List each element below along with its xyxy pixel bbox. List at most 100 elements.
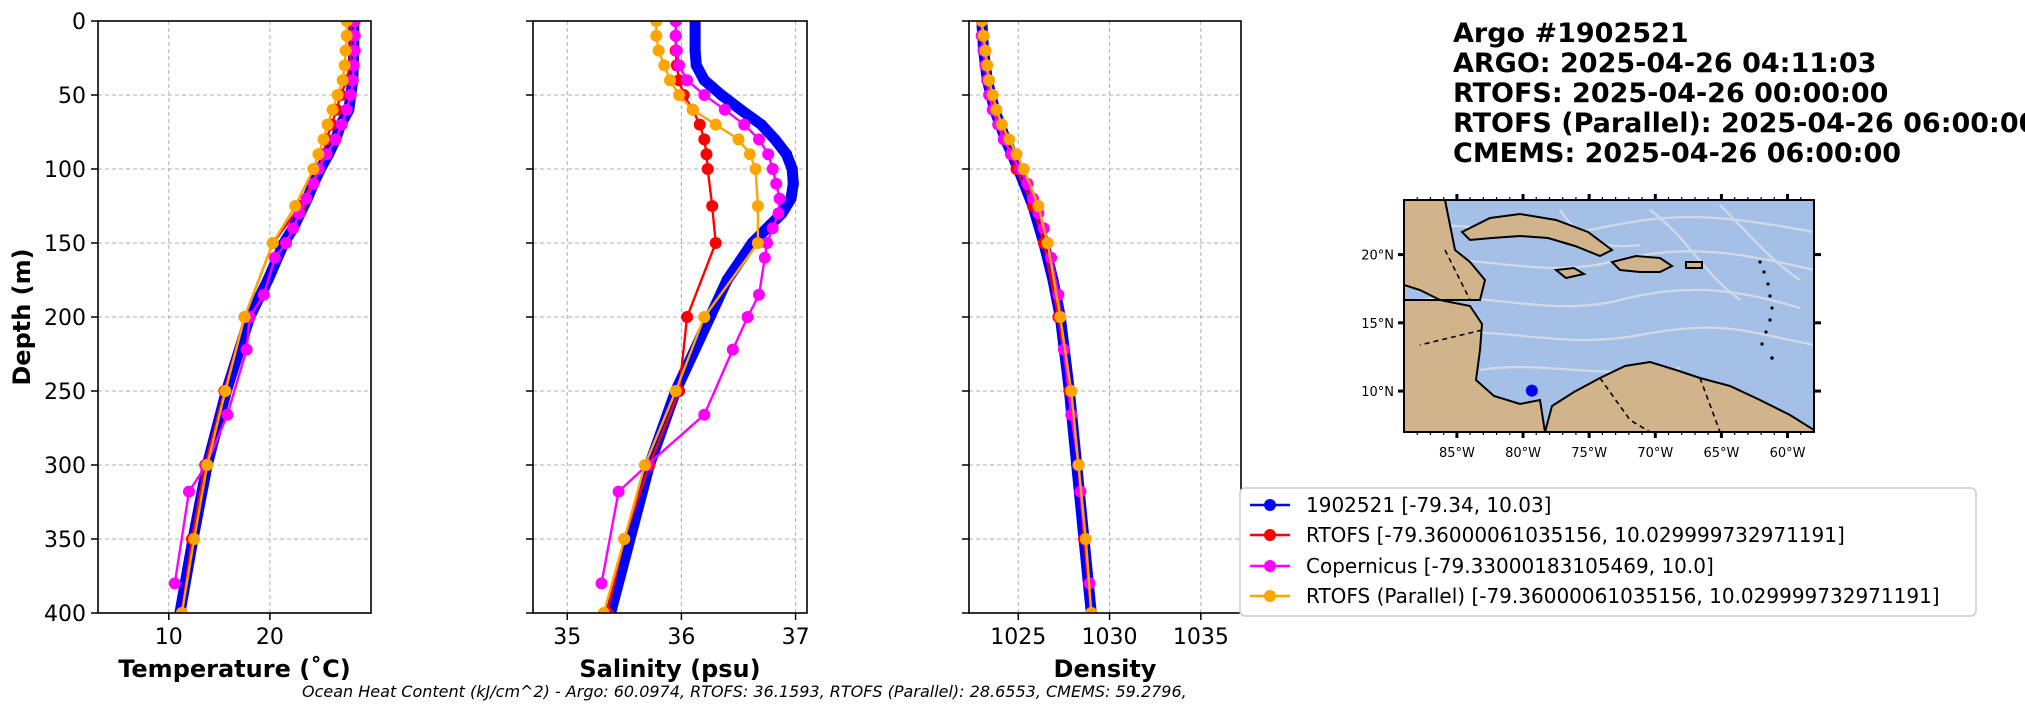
- data-point-copernicus: [287, 222, 300, 235]
- map-borders: [1419, 249, 1721, 432]
- data-point-rtofs-parallel: [1003, 133, 1016, 146]
- data-point-rtofs-parallel: [201, 459, 214, 471]
- data-point-rtofs-parallel: [1010, 148, 1023, 161]
- data-point-rtofs-parallel: [1085, 607, 1098, 613]
- data-point-rtofs-parallel: [339, 44, 352, 57]
- data-point-copernicus: [669, 29, 682, 42]
- data-point-copernicus: [753, 133, 765, 146]
- map-lon-label: 65°W: [1703, 446, 1739, 461]
- map-lat-label: 20°N: [1361, 249, 1394, 264]
- salinity-grid: [533, 20, 807, 614]
- map-lon-label: 70°W: [1637, 446, 1673, 461]
- y-tick-label: 200: [44, 306, 86, 331]
- data-point-rtofs-parallel: [995, 118, 1008, 131]
- data-point-copernicus: [698, 89, 711, 101]
- data-point-rtofs-parallel: [981, 59, 994, 72]
- float-position-marker: [1525, 384, 1538, 397]
- temperature-xlabel: Temperature (˚C): [118, 655, 351, 683]
- data-point-copernicus: [595, 577, 608, 590]
- x-tick-label: 36: [667, 625, 695, 650]
- data-point-argo: [785, 193, 797, 205]
- data-point-copernicus: [300, 192, 313, 205]
- data-point-rtofs-parallel: [990, 103, 1003, 116]
- data-point-rtofs-parallel: [312, 148, 325, 161]
- data-point-copernicus: [221, 408, 234, 421]
- y-tick-label: 400: [44, 602, 86, 627]
- data-point-rtofs-parallel: [664, 74, 676, 87]
- data-point-copernicus: [168, 577, 181, 590]
- data-point-copernicus: [770, 177, 783, 190]
- data-point-rtofs-parallel: [652, 44, 665, 57]
- temperature-series: [168, 21, 361, 613]
- map-lon-label: 80°W: [1505, 446, 1541, 461]
- density-ticks: 1025 1030 1035: [962, 20, 1229, 650]
- data-point-rtofs-parallel: [238, 311, 251, 323]
- data-point-copernicus: [766, 163, 779, 175]
- x-tick-label: 1035: [1173, 625, 1229, 650]
- data-point-rtofs-parallel: [336, 74, 349, 87]
- map-land-jamaica: [1553, 266, 1587, 280]
- legend-label-copernicus: Copernicus [-79.33000183105469, 10.0]: [1306, 554, 1714, 578]
- map-land: [1404, 200, 1814, 432]
- legend: 1902521 [-79.34, 10.03] RTOFS [-79.36000…: [1239, 487, 1977, 617]
- data-point-copernicus: [758, 251, 771, 264]
- map-lon-label: 85°W: [1439, 446, 1475, 461]
- data-point-argo: [755, 119, 767, 131]
- series-argo: [605, 21, 799, 613]
- data-point-copernicus: [612, 485, 625, 498]
- salinity-xlabel: Salinity (psu): [579, 655, 760, 683]
- data-point-copernicus: [726, 343, 739, 356]
- title-line-argo-time: ARGO: 2025-04-26 04:11:03: [1453, 48, 1876, 79]
- map-antilles: [1758, 260, 1774, 360]
- data-point-copernicus: [766, 222, 779, 235]
- data-point-rtofs-parallel: [175, 607, 188, 613]
- x-tick-label: 10: [155, 625, 183, 650]
- legend-label-argo: 1902521 [-79.34, 10.03]: [1306, 493, 1551, 517]
- data-point-copernicus: [669, 21, 682, 27]
- data-point-argo: [787, 178, 799, 190]
- data-point-copernicus: [762, 148, 775, 161]
- data-point-copernicus: [240, 343, 253, 356]
- data-point-rtofs: [681, 311, 694, 323]
- density-series: [975, 21, 1098, 613]
- data-point-rtofs: [700, 148, 713, 161]
- data-point-rtofs-parallel: [732, 133, 745, 146]
- data-point-rtofs-parallel: [977, 29, 990, 42]
- location-map: 85°W 80°W 75°W 70°W 65°W 60°W 20°N 15°N 10°N: [1361, 194, 1821, 461]
- series-copernicus: [595, 21, 786, 590]
- series-rtofs-parallel: [175, 21, 353, 613]
- y-tick-label: 150: [44, 232, 86, 257]
- data-point-copernicus: [741, 311, 754, 323]
- x-tick-label: 35: [553, 625, 581, 650]
- data-point-rtofs-parallel: [1054, 311, 1067, 323]
- data-point-argo: [715, 89, 727, 101]
- map-land-central-america: [1404, 299, 1547, 432]
- data-point-rtofs-parallel: [340, 29, 353, 42]
- data-point-rtofs-parallel: [650, 29, 663, 42]
- data-point-rtofs-parallel: [673, 89, 686, 101]
- data-point-copernicus: [340, 103, 353, 116]
- data-point-copernicus: [344, 89, 357, 101]
- legend-entry-copernicus: Copernicus [-79.33000183105469, 10.0]: [1250, 554, 1714, 578]
- data-point-argo: [781, 148, 792, 160]
- data-point-rtofs-parallel: [1065, 385, 1078, 397]
- map-frame: [1403, 199, 1815, 433]
- data-point-argo: [769, 133, 781, 145]
- title-block: Argo #1902521 ARGO: 2025-04-26 04:11:03 …: [1453, 18, 2025, 169]
- depth-ylabel: Depth (m): [8, 248, 36, 385]
- data-point-argo: [786, 163, 798, 175]
- title-line-argo-id: Argo #1902521: [1453, 18, 1689, 49]
- series-rtofs-parallel: [975, 21, 1098, 613]
- x-tick-label: 1030: [1082, 625, 1138, 650]
- data-point-copernicus: [335, 118, 348, 131]
- salinity-series: [595, 21, 799, 613]
- data-point-rtofs-parallel: [983, 74, 996, 87]
- data-point-copernicus: [670, 44, 683, 57]
- data-point-rtofs-parallel: [331, 89, 344, 101]
- series-rtofs-parallel: [597, 21, 764, 613]
- data-point-rtofs: [698, 133, 711, 146]
- density-xlabel: Density: [1054, 655, 1157, 683]
- map-land-yucatan: [1404, 200, 1487, 301]
- data-point-argo: [690, 59, 702, 71]
- data-point-rtofs-parallel: [698, 311, 711, 323]
